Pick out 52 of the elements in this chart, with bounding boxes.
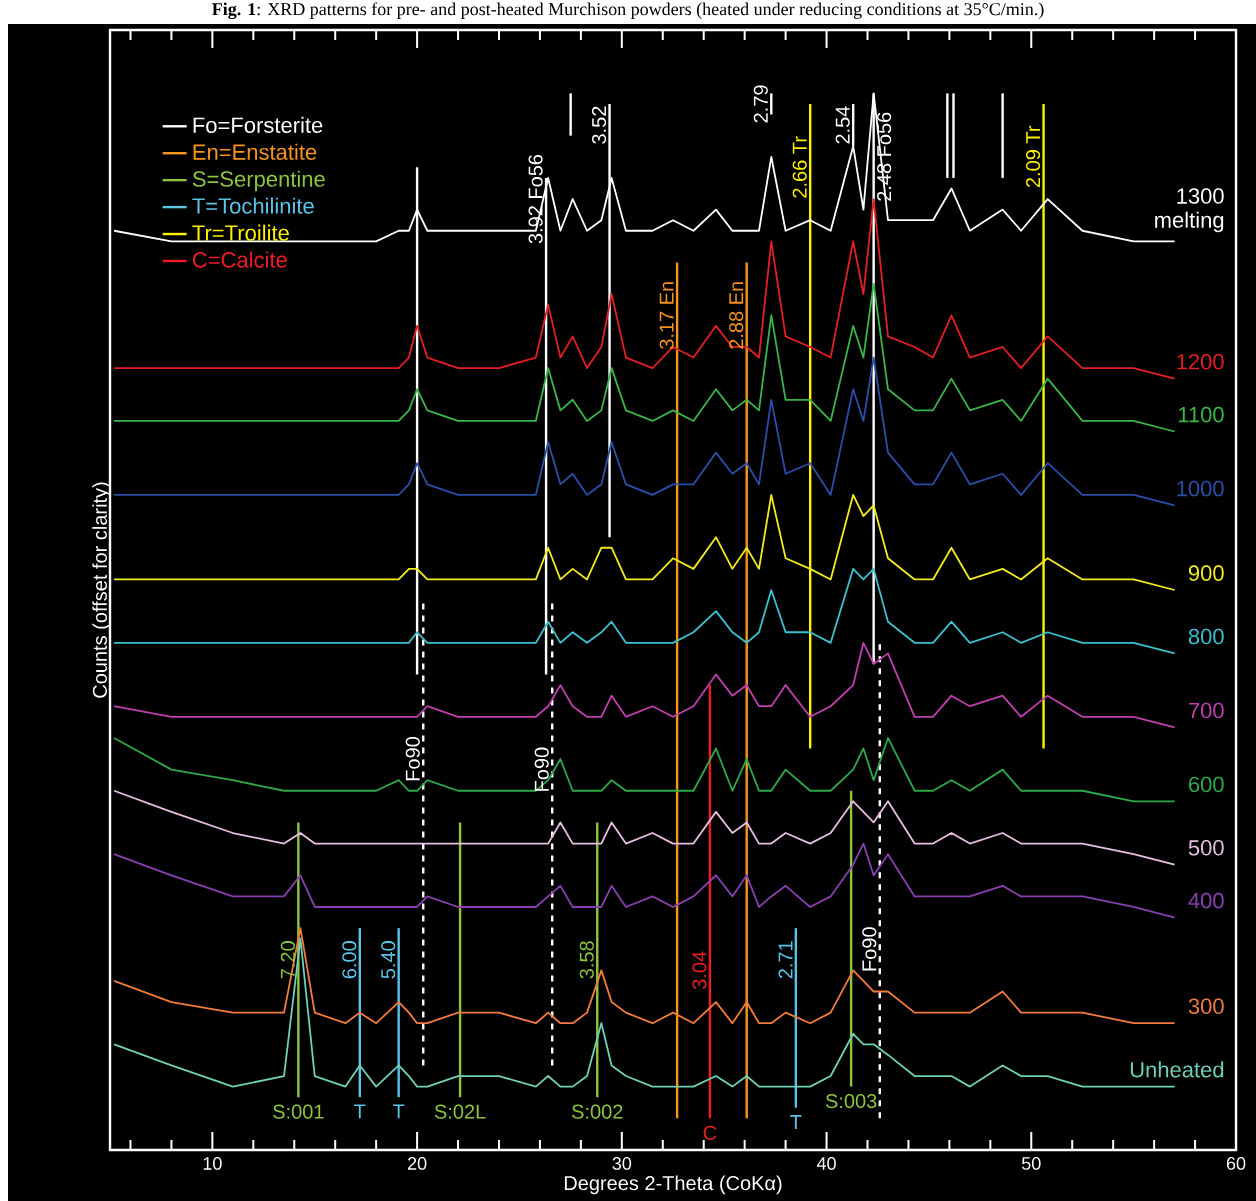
annotation: 3.04 xyxy=(692,951,707,990)
legend-label: T=Tochilinite xyxy=(192,197,314,214)
annotation: T xyxy=(790,1115,802,1129)
series-label: 1200 xyxy=(1177,354,1224,370)
x-tick-label: 20 xyxy=(408,1157,427,1170)
annotation: Fo90 xyxy=(405,737,420,781)
annotation: 3.17 En xyxy=(659,282,674,349)
series-label: 1100 xyxy=(1178,406,1224,423)
annotation: 2.66 Tr xyxy=(792,136,807,198)
annotation: C xyxy=(703,1125,717,1140)
series-label: 1000 xyxy=(1177,480,1224,497)
chart-title: Fig. 1: XRD patterns for pre- and post-heated Murchison powders (heated under reducing conditions at 35°C/min.) xyxy=(212,2,1044,20)
annotation: 2.09 Tr xyxy=(1026,125,1041,188)
series-label: 800 xyxy=(1188,628,1224,645)
x-axis-title: Degrees 2-Theta (CoKα) xyxy=(564,1175,782,1195)
annotation: S:003 xyxy=(825,1094,877,1109)
legend-label: C=Calcite xyxy=(192,251,287,268)
legend-label: S=Serpentine xyxy=(192,170,325,192)
legend-label: Tr=Troilite xyxy=(192,224,289,241)
series-label: 500 xyxy=(1188,840,1224,856)
annotation: S:001 xyxy=(273,1104,324,1119)
x-tick-label: 40 xyxy=(816,1157,836,1170)
annotation: Fo90 xyxy=(862,927,877,971)
series-label: 400 xyxy=(1188,892,1224,909)
annotation: S:002 xyxy=(572,1104,623,1119)
annotation: 2.54 xyxy=(835,106,850,144)
legend-label: Fo=Forsterite xyxy=(193,116,323,133)
annotation: 5.40 xyxy=(381,941,396,979)
annotation: 7.20 xyxy=(280,941,295,979)
series-label: Unheated xyxy=(1130,1061,1224,1078)
x-tick-label: 10 xyxy=(203,1157,222,1170)
x-tick-label: 50 xyxy=(1022,1157,1041,1170)
series-label: 600 xyxy=(1189,776,1224,793)
annotation: Fo90 xyxy=(534,747,549,791)
annotation: S:02L xyxy=(434,1104,486,1119)
series-label: 900 xyxy=(1188,565,1224,581)
series-label: 700 xyxy=(1189,702,1224,719)
legend-label: En=Enstatite xyxy=(193,143,317,160)
annotation: 2.79 xyxy=(753,85,768,123)
x-tick-label: 30 xyxy=(612,1157,632,1170)
annotation: 3.52 xyxy=(591,106,607,144)
annotation: 6.00 xyxy=(342,941,357,979)
x-tick-label: 60 xyxy=(1226,1157,1246,1170)
y-axis-title: Counts (offset for clarity) xyxy=(92,482,111,698)
annotation: T xyxy=(393,1104,405,1119)
series-label: 300 xyxy=(1188,998,1224,1015)
series-label: 1300 melting xyxy=(1155,188,1224,233)
annotation: 3.58 xyxy=(579,941,594,979)
annotation: T xyxy=(354,1104,366,1119)
annotation: 2.71 xyxy=(778,941,793,979)
annotation: 2.88 En xyxy=(729,282,744,349)
annotation: 3.92 Fo56 xyxy=(528,154,543,244)
